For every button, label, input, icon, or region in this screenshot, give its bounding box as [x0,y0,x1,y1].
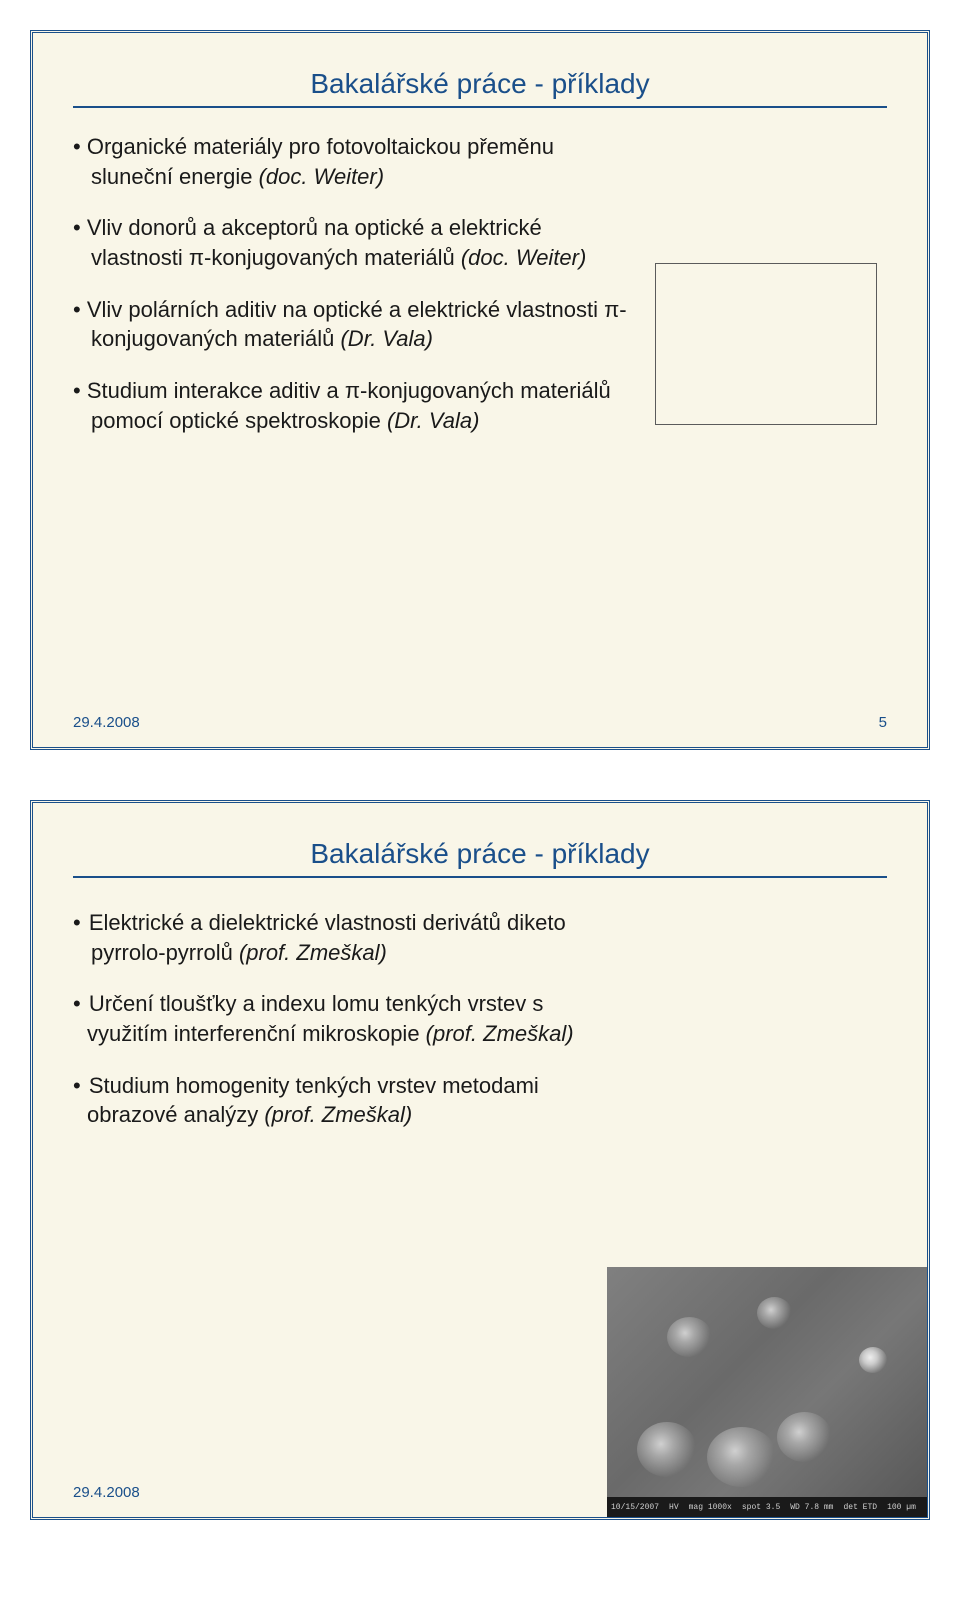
slide-title: Bakalářské práce - příklady [73,68,887,100]
list-item: Vliv donorů a akceptorů na optické a ele… [73,213,633,272]
item-citation: (Dr. Vala) [387,408,480,433]
bullet-list: Elektrické a dielektrické vlastnosti der… [73,908,593,1130]
list-item: Studium interakce aditiv a π-konjugovaný… [73,376,633,435]
sem-scale: 100 µm [887,1503,916,1512]
sem-date: 10/15/2007 [611,1503,659,1512]
list-item: Organické materiály pro fotovoltaickou p… [73,132,633,191]
list-item: Elektrické a dielektrické vlastnosti der… [73,908,593,967]
sem-wd: WD 7.8 mm [790,1503,833,1512]
slide-2: Bakalářské práce - příklady Elektrické a… [30,800,930,1520]
footer-date: 29.4.2008 [73,714,140,731]
list-item: Určení tloušťky a indexu lomu tenkých vr… [73,989,593,1048]
image-placeholder [655,263,877,425]
item-citation: (doc. Weiter) [259,164,385,189]
sem-spot: spot 3.5 [742,1503,780,1512]
list-item: Studium homogenity tenkých vrstev metoda… [73,1071,593,1130]
sem-micrograph: 10/15/2007 HV mag 1000x spot 3.5 WD 7.8 … [607,1267,927,1517]
list-item: Vliv polárních aditiv na optické a elekt… [73,295,633,354]
item-citation: (doc. Weiter) [461,245,587,270]
sem-info-bar: 10/15/2007 HV mag 1000x spot 3.5 WD 7.8 … [607,1497,927,1517]
slide-1: Bakalářské práce - příklady Organické ma… [30,30,930,750]
footer-date: 29.4.2008 [73,1484,140,1501]
item-citation: (prof. Zmeškal) [239,940,387,965]
sem-mag: mag 1000x [689,1503,732,1512]
title-rule [73,876,887,878]
sem-det: det ETD [843,1503,877,1512]
slide-title: Bakalářské práce - příklady [73,838,887,870]
item-citation: (prof. Zmeškal) [264,1102,412,1127]
footer-page-number: 5 [879,714,887,731]
item-citation: (prof. Zmeškal) [426,1021,574,1046]
item-text: Studium interakce aditiv a π-konjugovaný… [87,378,611,433]
title-rule [73,106,887,108]
item-citation: (Dr. Vala) [340,326,433,351]
sem-hv: HV [669,1503,679,1512]
bullet-list: Organické materiály pro fotovoltaickou p… [73,132,633,436]
